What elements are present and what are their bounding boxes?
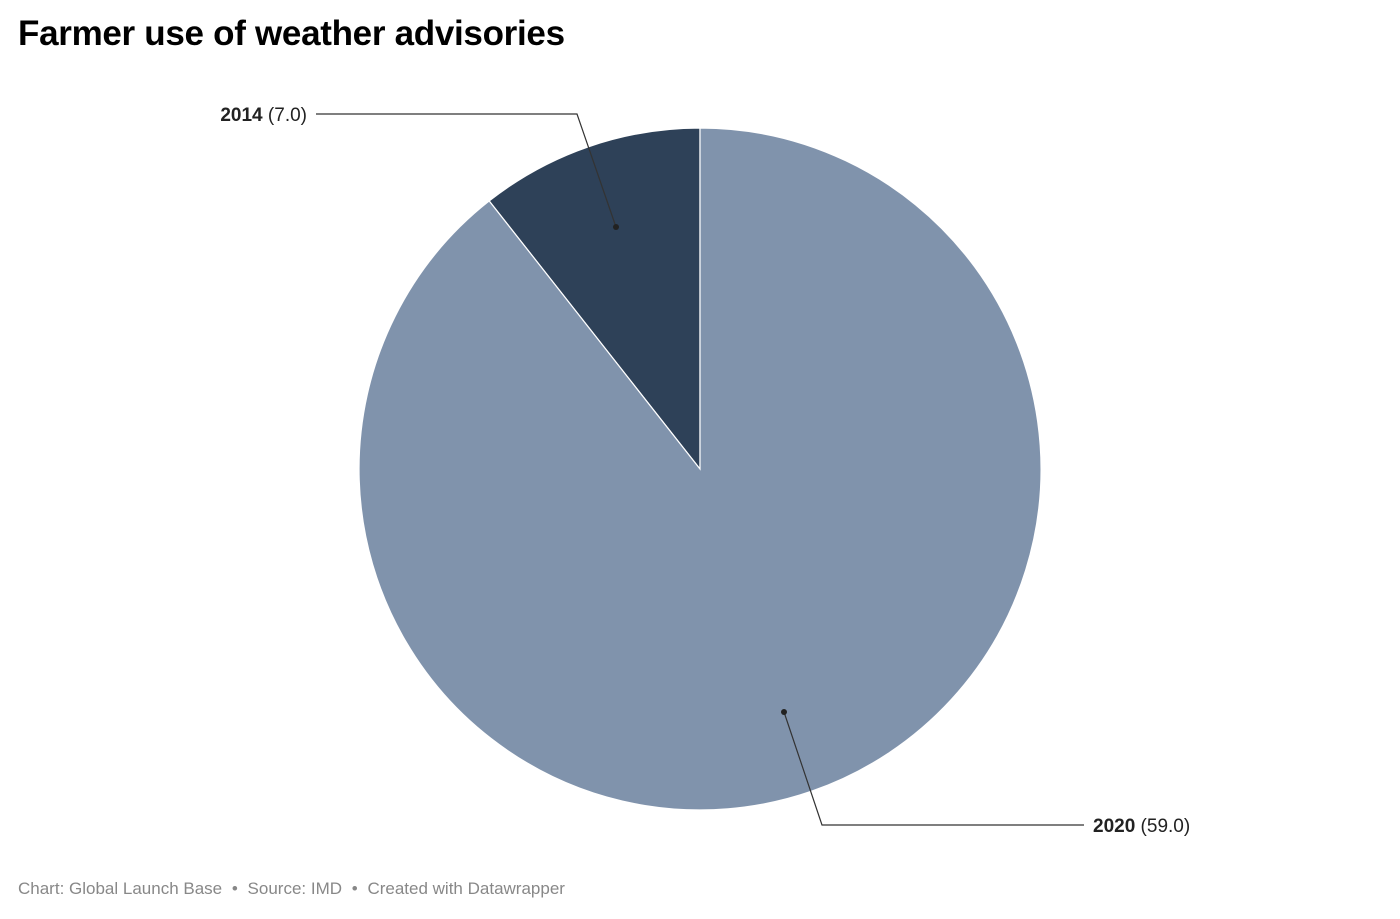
slice-label-2020: 2020 (59.0) [1093,816,1190,837]
footer-separator: • [351,879,358,898]
footer-separator: • [231,879,238,898]
slice-label-2014: 2014 (7.0) [220,105,307,126]
slice-label-year: 2020 [1093,816,1135,837]
chart-credit: Chart: Global Launch Base [18,879,223,898]
leader-dot-2014 [613,224,619,230]
pie-slice-2020 [358,127,1042,811]
leader-line-2014 [316,113,617,228]
chart-footer: Chart: Global Launch Base • Source: IMD … [18,879,565,899]
slice-label-year: 2014 [220,105,263,126]
leader-line-2020 [783,711,1084,826]
created-with-text: Created with Datawrapper [367,879,565,898]
chart-title: Farmer use of weather advisories [18,14,565,53]
slice-label-value: (7.0) [263,105,307,126]
slice-label-value: (59.0) [1135,816,1190,837]
source-text: Source: IMD [247,879,343,898]
leader-dot-2020 [781,709,787,715]
